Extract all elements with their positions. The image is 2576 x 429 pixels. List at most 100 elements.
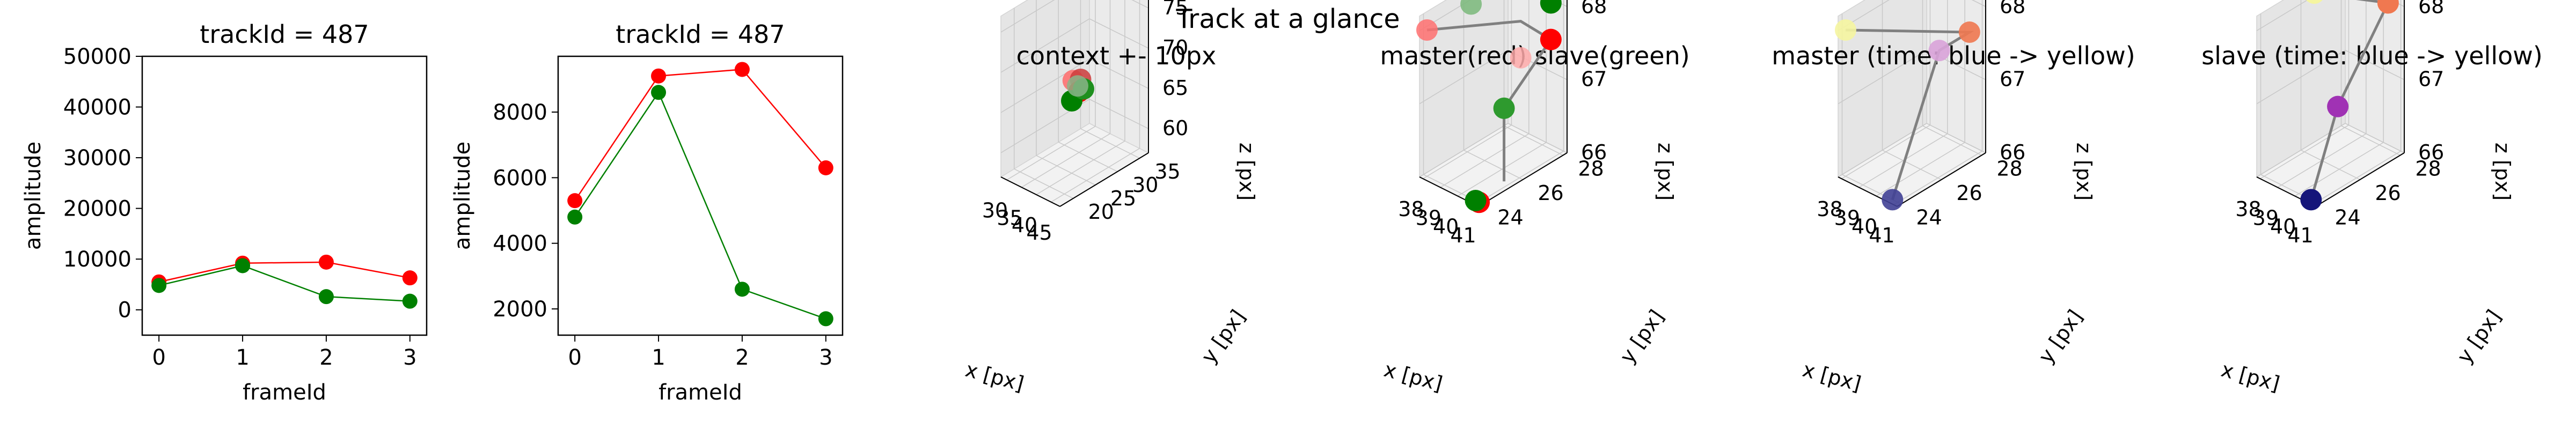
grid-line: [1089, 99, 1149, 129]
grid-line: [2345, 123, 2405, 153]
y-tick-label: 30: [1132, 173, 1158, 197]
data-point: [651, 85, 667, 100]
x-tick-label: 2: [319, 345, 333, 370]
y-axis-label: amplitude: [450, 142, 475, 250]
chart-title: slave (time: blue -> yellow): [2201, 41, 2543, 70]
grid-line: [1838, 0, 1890, 31]
y-tick-label: 28: [1996, 157, 2022, 181]
series-line-1: [574, 69, 826, 201]
grid-line: [1419, 123, 1509, 177]
data-point: [1882, 189, 1904, 211]
data-point: [1540, 28, 1562, 50]
x-tick-label: 38: [1817, 197, 1842, 221]
data-point: [818, 311, 833, 327]
data-point: [402, 293, 418, 309]
x-tick-label: 39: [1834, 206, 1860, 230]
grid-line: [1882, 150, 1942, 180]
y-tick-label: 2000: [493, 297, 547, 322]
y-tick-label: 0: [118, 298, 131, 323]
data-point: [1540, 0, 1562, 14]
data-point: [1834, 19, 1856, 41]
z-tick-label: 67: [2000, 68, 2025, 91]
z-tick-label: 75: [1162, 0, 1188, 19]
track-path: [2309, 0, 2390, 201]
grid-line: [1922, 125, 1982, 156]
x-axis-label: x [px]: [2219, 358, 2282, 396]
y-axis-label: y [px]: [1197, 306, 1250, 368]
grid-line: [1419, 49, 1509, 105]
z-tick-label: 66: [2418, 140, 2444, 164]
data-point: [567, 193, 583, 209]
x-axis-label: x [px]: [1381, 358, 1445, 396]
x-axis-label: frameId: [658, 380, 742, 405]
x-tick-label: 0: [568, 345, 581, 370]
grid-line: [1080, 128, 1140, 159]
data-point: [318, 254, 334, 270]
y-axis-label: y [px]: [2453, 306, 2506, 368]
data-point: [734, 282, 750, 297]
z-tick-label: 68: [2000, 0, 2025, 18]
data-point: [2306, 0, 2323, 4]
y-tick-label: 24: [1497, 205, 1523, 229]
x-tick-label: 35: [997, 206, 1022, 230]
x-tick-label: 41: [2287, 224, 2313, 247]
grid-line: [2341, 125, 2401, 156]
y-tick-label: 30000: [63, 146, 131, 171]
chart-title: context +- 10px: [1016, 41, 1217, 70]
line-chart-1: trackId = 487 frameId amplitude 0 1 2 3 0 10000 2…: [21, 20, 428, 405]
z-tick-label: 66: [1581, 140, 1607, 164]
y-axis-label: amplitude: [21, 142, 46, 250]
x-axis-label: x [px]: [963, 358, 1026, 396]
z-axis-label: z [px]: [1653, 143, 1677, 201]
data-point: [567, 209, 583, 225]
x-tick-label: 40: [2270, 215, 2296, 239]
z-axis-label: z [px]: [2491, 143, 2514, 201]
data-point: [1510, 47, 1532, 69]
grid-line: [2256, 0, 2308, 31]
data-point: [818, 160, 833, 175]
grid-line: [1051, 148, 1140, 203]
z-tick-label: 68: [2418, 0, 2444, 18]
data-point: [1958, 21, 1980, 43]
x-tick-label: 3: [403, 345, 416, 370]
data-point: [402, 270, 418, 286]
y-tick-label: 25: [1110, 187, 1136, 210]
z-tick-label: 66: [2000, 140, 2025, 164]
data-point: [1416, 19, 1438, 41]
y-tick-label: 4000: [493, 232, 547, 256]
chart-title: master(red) slave(green): [1380, 41, 1689, 70]
y-tick-label: 35: [1154, 160, 1180, 183]
x-tick-label: 2: [735, 345, 749, 370]
z-tick-label: 70: [1162, 36, 1188, 60]
data-point: [1928, 40, 1950, 62]
data-point: [1067, 75, 1088, 97]
z-axis-label: z [px]: [1235, 143, 1258, 201]
z-tick-label: 68: [1581, 0, 1607, 18]
y-tick-label: 24: [2334, 205, 2360, 229]
y-tick-label: 50000: [63, 45, 131, 69]
x-tick-label: 40: [1433, 215, 1459, 239]
line-chart-2: trackId = 487 frameId amplitude 0 1 2 3 2000 400…: [450, 20, 844, 405]
grid-line: [1971, 0, 1986, 7]
x-tick-label: 45: [1026, 221, 1052, 245]
y-tick-label: 20000: [63, 197, 131, 221]
x-axis-label: frameId: [243, 380, 326, 405]
grid-line: [1504, 125, 1563, 156]
data-point: [151, 278, 167, 293]
series-line-2: [158, 265, 410, 302]
grid-line: [1000, 18, 1090, 73]
y-tick-label: 20: [1088, 200, 1114, 224]
grid-line: [1131, 0, 1149, 9]
z-tick-label: 60: [1162, 116, 1188, 140]
grid-line: [1089, 18, 1149, 49]
y-axis-line: [2315, 152, 2405, 207]
x-tick-label: 38: [2235, 197, 2261, 221]
y-tick-label: 8000: [493, 100, 547, 125]
y-axis-line: [1897, 152, 1986, 207]
z-tick-label: 67: [2418, 68, 2444, 91]
grid-line: [1838, 123, 1927, 177]
x-tick-label: 40: [1012, 213, 1037, 237]
grid-line: [2256, 49, 2346, 105]
